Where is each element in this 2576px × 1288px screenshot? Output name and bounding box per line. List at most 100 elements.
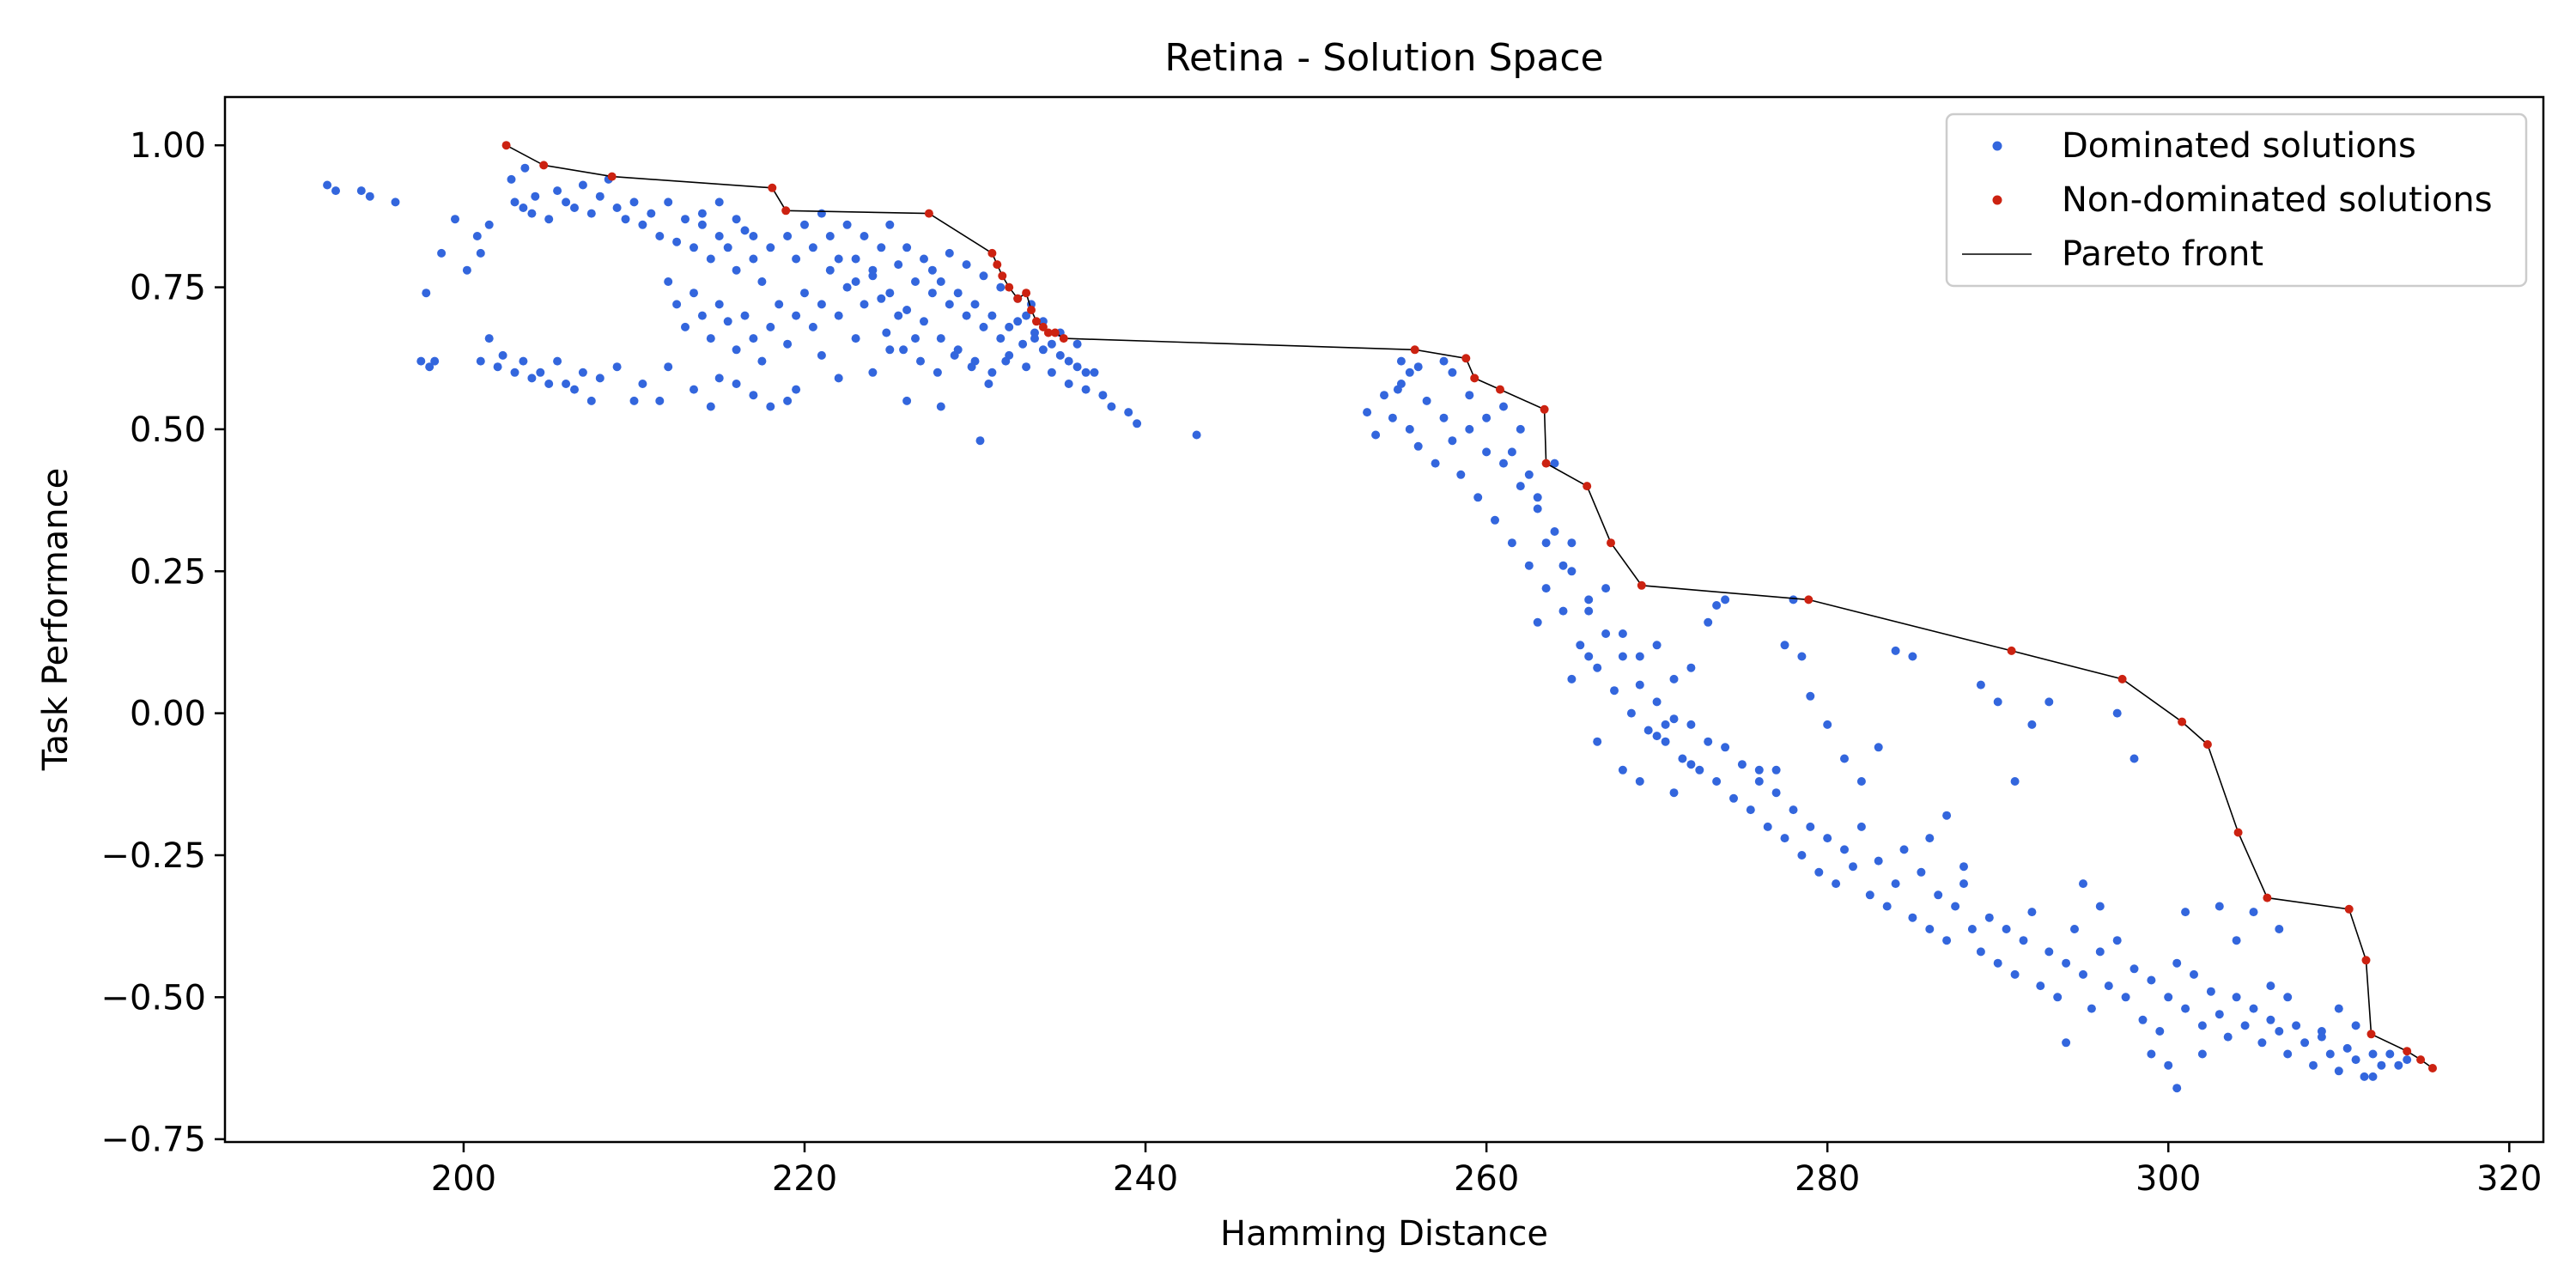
- dominated-point: [834, 374, 843, 383]
- dominated-point: [1516, 424, 1525, 434]
- dominated-point: [1465, 424, 1474, 434]
- legend-label-dominated: Dominated solutions: [2062, 126, 2416, 166]
- x-tick-label: 280: [1795, 1159, 1860, 1199]
- dominated-point: [2394, 1060, 2403, 1070]
- dominated-point: [1491, 515, 1499, 525]
- dominated-point: [2292, 1021, 2301, 1030]
- dominated-point: [425, 362, 434, 372]
- dominated-point: [2197, 1049, 2207, 1059]
- plot-marks: [323, 141, 2437, 1093]
- pareto-front-line: [506, 144, 2433, 1069]
- dominated-point: [638, 380, 647, 388]
- dominated-point: [2283, 1049, 2293, 1059]
- dominated-point: [996, 334, 1005, 343]
- dominated-point: [1482, 447, 1492, 457]
- dominated-point: [1516, 482, 1525, 491]
- dominated-point: [553, 186, 562, 196]
- dominated-point: [882, 328, 891, 337]
- dominated-point: [757, 277, 767, 286]
- dominated-point: [851, 277, 860, 286]
- dominated-point: [2044, 697, 2054, 707]
- dominated-point: [916, 356, 925, 366]
- dominated-point: [1686, 720, 1696, 729]
- dominated-point: [1533, 617, 1542, 627]
- dominated-point: [894, 260, 903, 270]
- dominated-point: [1686, 663, 1696, 672]
- dominated-point: [825, 265, 835, 275]
- non-dominated-point: [781, 206, 791, 216]
- dominated-point: [2385, 1049, 2395, 1059]
- dominated-point: [510, 197, 519, 207]
- dominated-point: [690, 385, 698, 394]
- dominated-point: [2129, 964, 2139, 974]
- dominated-point: [1081, 385, 1091, 394]
- dominated-point: [2283, 993, 2293, 1002]
- dominated-point: [1541, 584, 1551, 593]
- dominated-point: [422, 289, 431, 298]
- dominated-point: [825, 232, 835, 240]
- dominated-point: [562, 197, 571, 207]
- x-axis-label: Hamming Distance: [1220, 1214, 1548, 1254]
- dominated-point: [732, 265, 741, 275]
- non-dominated-point: [1013, 294, 1023, 303]
- dominated-point: [1618, 629, 1627, 638]
- dominated-point: [1695, 765, 1704, 775]
- dominated-point: [1124, 408, 1133, 417]
- non-dominated-point: [1496, 385, 1504, 394]
- dominated-point: [2351, 1021, 2360, 1030]
- dominated-point: [1669, 714, 1679, 724]
- dominated-point: [1524, 561, 1534, 570]
- dominated-point: [416, 356, 426, 366]
- dominated-point: [1993, 697, 2002, 707]
- dominated-point: [1533, 493, 1542, 502]
- dominated-point: [1422, 396, 1431, 405]
- dominated-point: [920, 254, 928, 264]
- non-dominated-point: [1470, 374, 1479, 383]
- dominated-point: [1618, 652, 1627, 661]
- legend-label-non-dominated: Non-dominated solutions: [2062, 180, 2493, 220]
- non-dominated-point: [1022, 289, 1031, 298]
- dominated-point: [2027, 908, 2037, 917]
- non-dominated-point: [1032, 317, 1041, 326]
- dominated-point: [1840, 845, 1849, 854]
- dominated-point: [621, 215, 630, 224]
- legend-box: [1945, 112, 2528, 288]
- dominated-point: [894, 311, 903, 320]
- non-dominated-point: [2202, 740, 2212, 749]
- dominated-point: [1550, 459, 1559, 468]
- plot-frame: [223, 95, 2545, 1144]
- dominated-point: [681, 322, 690, 331]
- dominated-point: [1925, 925, 1935, 933]
- dominated-point: [933, 368, 942, 377]
- dominated-point: [749, 391, 758, 400]
- dominated-point: [1567, 674, 1577, 683]
- dominated-point: [1533, 504, 1542, 513]
- dominated-point: [570, 204, 579, 212]
- non-dominated-point: [607, 172, 617, 181]
- non-dominated-point: [2178, 717, 2187, 726]
- dominated-point: [356, 186, 366, 196]
- dominated-point: [1934, 890, 1943, 900]
- dominated-point: [647, 209, 656, 218]
- dominated-point: [1524, 470, 1534, 479]
- dominated-point: [672, 300, 682, 309]
- dominated-point: [1567, 538, 1577, 548]
- dominated-point: [2403, 1055, 2412, 1065]
- dominated-point: [697, 220, 707, 229]
- dominated-point: [885, 289, 895, 298]
- dominated-point: [1405, 368, 1414, 377]
- dominated-point: [612, 362, 622, 372]
- non-dominated-point: [501, 141, 511, 150]
- dominated-point: [1652, 732, 1662, 741]
- dominated-point: [2172, 1084, 2182, 1093]
- dominated-point: [1388, 413, 1397, 422]
- dominated-point: [1669, 674, 1679, 683]
- dominated-point: [1133, 419, 1142, 428]
- dominated-point: [544, 215, 554, 224]
- dominated-point: [462, 265, 471, 275]
- dominated-point: [365, 191, 374, 201]
- dominated-point: [1431, 459, 1440, 468]
- dominated-point: [1013, 317, 1023, 326]
- non-dominated-point: [1059, 334, 1068, 343]
